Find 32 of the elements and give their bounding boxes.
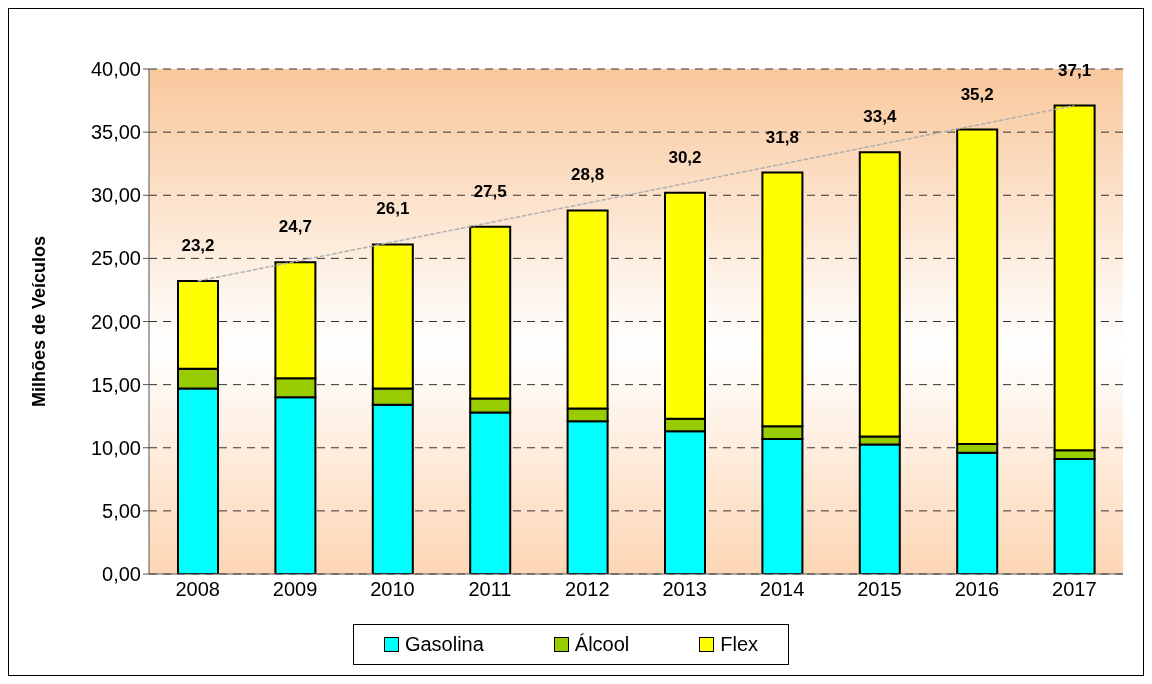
y-tick-label: 40,00 (90, 58, 141, 81)
y-axis-title: Milhões de Veículos (29, 235, 50, 408)
legend-label: Gasolina (404, 633, 484, 656)
y-tick-label: 25,00 (90, 247, 141, 270)
x-tick-label: 2010 (370, 578, 415, 601)
total-label: 23,2 (181, 236, 215, 256)
legend-label: Flex (720, 633, 759, 656)
total-label: 28,8 (571, 165, 605, 185)
total-label: 33,4 (863, 107, 897, 127)
total-label: 30,2 (668, 147, 702, 167)
x-tick-label: 2015 (857, 578, 902, 601)
y-tick-label: 5,00 (102, 499, 141, 522)
x-tick-label: 2009 (272, 578, 318, 601)
x-tick-label: 2014 (759, 578, 805, 601)
x-tick-label: 2012 (565, 578, 610, 601)
x-tick-label: 2016 (954, 578, 1000, 601)
x-tick-label: 2011 (468, 578, 512, 601)
legend-label: Álcool (574, 633, 630, 656)
y-tick-label: 30,00 (90, 184, 141, 207)
x-tick-label: 2008 (175, 578, 220, 601)
total-label: 35,2 (960, 84, 994, 104)
x-tick-label: 2017 (1052, 578, 1097, 601)
total-label: 31,8 (765, 127, 799, 147)
total-label: 37,1 (1058, 60, 1092, 80)
y-tick-label: 20,00 (90, 310, 141, 333)
x-tick-label: 2013 (662, 578, 707, 601)
y-tick-label: 15,00 (90, 373, 141, 396)
total-label: 24,7 (278, 217, 312, 237)
y-tick-label: 0,00 (102, 563, 141, 586)
y-tick-label: 35,00 (90, 121, 141, 144)
total-label: 26,1 (376, 199, 410, 219)
y-tick-label: 10,00 (90, 436, 141, 459)
